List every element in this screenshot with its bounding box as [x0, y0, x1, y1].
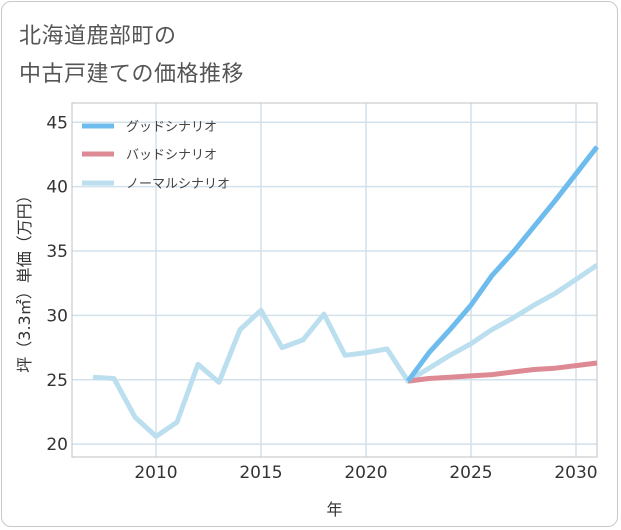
series-line-good-scenario	[405, 145, 599, 383]
y-tick-label: 40	[46, 178, 68, 198]
chart-title-line-1: 北海道鹿部町の	[19, 24, 177, 49]
plot-area-frame	[71, 102, 598, 458]
x-tick-label: 2030	[554, 463, 597, 483]
x-tick-label: 2025	[449, 463, 492, 483]
y-tick-label: 35	[46, 242, 68, 262]
x-axis-title: 年	[326, 500, 342, 519]
y-tick-label: 30	[46, 306, 68, 326]
chart-title-line-2: 中古戸建ての価格推移	[19, 62, 245, 87]
x-tick-label: 2015	[239, 463, 282, 483]
y-tick-label: 25	[46, 371, 68, 391]
series-line-normal-scenario	[92, 263, 599, 439]
legend-label-good: グッドシナリオ	[126, 120, 217, 135]
series-lines	[92, 145, 599, 439]
grid-lines	[72, 103, 597, 457]
legend-label-normal: ノーマルシナリオ	[126, 177, 230, 192]
y-tick-label: 45	[46, 113, 68, 133]
series-line-bad-scenario	[407, 360, 598, 384]
legend-label-bad: バッドシナリオ	[126, 148, 217, 163]
y-tick-label: 20	[46, 435, 68, 455]
x-tick-label: 2010	[134, 463, 177, 483]
x-tick-label: 2020	[344, 463, 387, 483]
y-axis-title: 坪（3.3㎡）単価（万円）	[15, 187, 34, 372]
